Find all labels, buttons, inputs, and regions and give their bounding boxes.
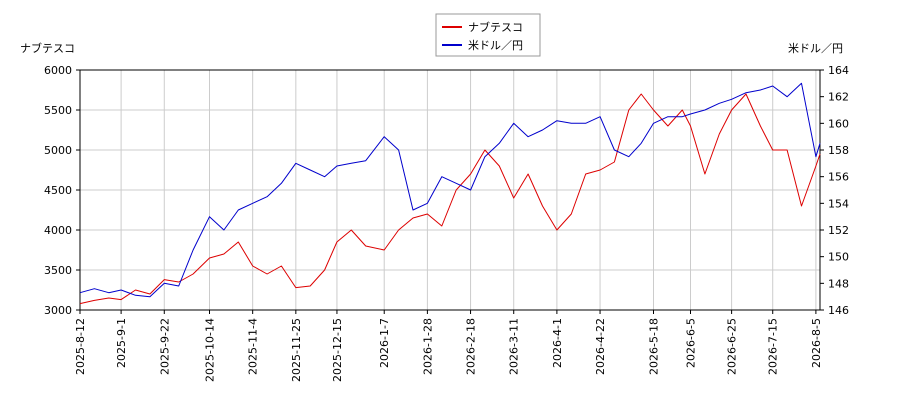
right-tick-label: 164: [828, 64, 849, 77]
legend-label-nabtesco: ナブテスコ: [468, 20, 523, 34]
x-tick-label: 2026-2-18: [465, 318, 478, 375]
legend: ナブテスコ 米ドル／円: [435, 13, 541, 57]
series-lines: [79, 82, 821, 305]
y-right-label: 米ドル／円: [788, 42, 843, 55]
x-tick-label: 2025-11-4: [247, 318, 260, 375]
right-tick-label: 148: [828, 277, 849, 290]
x-tick-label: 2026-1-7: [378, 318, 391, 368]
left-tick-label: 5500: [44, 104, 72, 117]
right-tick-label: 160: [828, 117, 849, 130]
right-tick-label: 146: [828, 304, 849, 317]
left-tick-label: 4000: [44, 224, 72, 237]
x-tick-label: 2026-3-11: [508, 318, 521, 375]
right-tick-label: 156: [828, 171, 849, 184]
legend-label-usdjpy: 米ドル／円: [468, 39, 523, 52]
left-tick-label: 4500: [44, 184, 72, 197]
left-tick-label: 3000: [44, 304, 72, 317]
right-axis: 146 148 150 152 154 156 158 160 162 164: [820, 64, 849, 317]
series-line-usdjpy: [79, 82, 821, 298]
x-tick-label: 2025-8-12: [74, 318, 87, 375]
x-tick-label: 2026-5-18: [648, 318, 661, 375]
x-tick-label: 2026-6-25: [726, 318, 739, 375]
left-tick-label: 3500: [44, 264, 72, 277]
grid: [79, 69, 820, 311]
left-tick-label: 5000: [44, 144, 72, 157]
x-tick-label: 2026-7-15: [767, 318, 780, 375]
left-tick-label: 6000: [44, 64, 72, 77]
x-tick-label: 2026-8-5: [810, 318, 823, 368]
series-line-nabtesco: [79, 93, 821, 305]
legend-box: [435, 13, 541, 57]
x-axis: 2025-8-12 2025-9-1 2025-9-22 2025-10-14 2025…: [74, 310, 823, 382]
right-tick-label: 150: [828, 251, 849, 264]
right-tick-label: 158: [828, 144, 849, 157]
right-tick-label: 162: [828, 91, 849, 104]
x-tick-label: 2025-10-14: [204, 318, 217, 382]
x-tick-label: 2026-4-22: [594, 318, 607, 375]
x-tick-label: 2025-11-25: [290, 318, 303, 382]
x-tick-label: 2025-12-15: [331, 318, 344, 382]
y-left-label: ナブテスコ: [20, 41, 75, 55]
x-tick-label: 2026-1-28: [421, 318, 434, 375]
right-tick-label: 152: [828, 224, 849, 237]
x-tick-label: 2026-4-1: [551, 318, 564, 368]
left-axis: 3000 3500 4000 4500 5000 5500 6000: [44, 64, 80, 317]
x-tick-label: 2025-9-1: [115, 318, 128, 368]
x-tick-label: 2026-6-5: [685, 318, 698, 368]
x-tick-label: 2025-9-22: [158, 318, 171, 375]
right-tick-label: 154: [828, 197, 849, 210]
